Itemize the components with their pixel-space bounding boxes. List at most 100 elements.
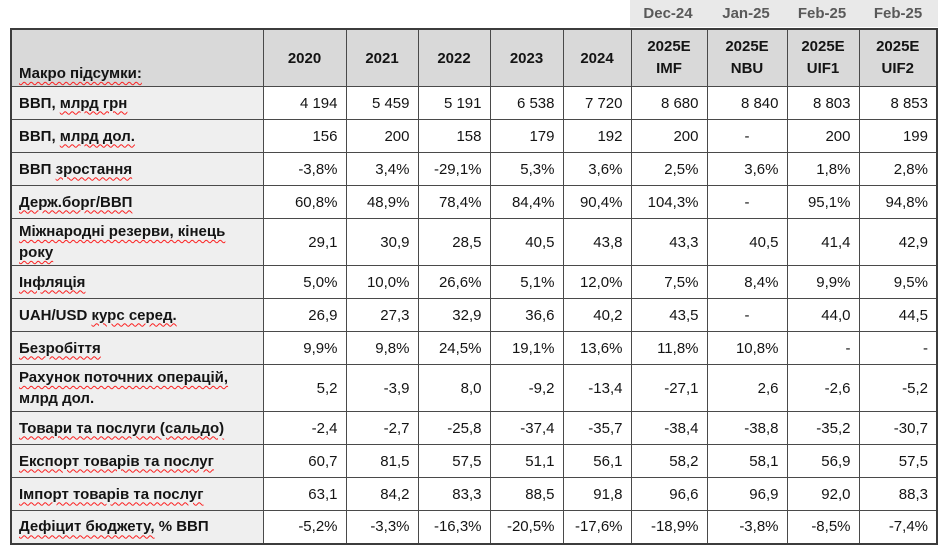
misspelled-text: зростання — [55, 160, 133, 178]
value-cell: 199 — [858, 119, 938, 153]
value-cell: 5,2 — [262, 364, 347, 412]
value-cell: 3,6% — [562, 152, 632, 186]
misspelled-text: Безробіття — [19, 339, 101, 357]
value-cell: -16,3% — [417, 510, 491, 544]
value-cell: -2,4 — [262, 411, 347, 445]
value-cell: 3,6% — [706, 152, 788, 186]
value-cell: 36,6 — [489, 298, 564, 332]
value-cell: 41,4 — [786, 218, 860, 266]
value-cell: 104,3% — [630, 185, 708, 219]
value-cell: 92,0 — [786, 477, 860, 511]
value-cell: 8 680 — [630, 86, 708, 120]
value-cell: 30,9 — [345, 218, 419, 266]
value-cell: -3,9 — [345, 364, 419, 412]
label-text: ВВП, — [19, 127, 60, 145]
forecast-source-label: NBU — [730, 60, 764, 77]
value-cell: 88,3 — [858, 477, 938, 511]
row-label: ВВП зростання — [10, 152, 264, 186]
forecast-date-label: Feb-25 — [873, 5, 923, 22]
value-cell: - — [706, 298, 788, 332]
value-cell: 8 853 — [858, 86, 938, 120]
value-cell: 94,8% — [858, 185, 938, 219]
value-cell: 58,2 — [630, 444, 708, 478]
value-cell: 200 — [630, 119, 708, 153]
table-row: Дефіцит бюджету, % ВВП -5,2% -3,3% -16,3% -2… — [10, 510, 938, 544]
forecast-date-band: Dec-24 Jan-25 Feb-25 Feb-25 — [630, 0, 938, 27]
table-header: Макро підсумки: 2020 2021 2022 2023 2024 2025E… — [10, 28, 938, 87]
value-cell: 43,3 — [630, 218, 708, 266]
value-cell: -35,2 — [786, 411, 860, 445]
value-cell: 2,6 — [706, 364, 788, 412]
value-cell: 10,0% — [345, 265, 419, 299]
value-cell: 6 538 — [489, 86, 564, 120]
value-cell: 43,8 — [562, 218, 632, 266]
value-cell: 7,5% — [630, 265, 708, 299]
value-cell: 1,8% — [786, 152, 860, 186]
value-cell: 43,5 — [630, 298, 708, 332]
value-cell: 9,8% — [345, 331, 419, 365]
value-cell: 12,0% — [562, 265, 632, 299]
value-cell: 179 — [489, 119, 564, 153]
value-cell: 5 459 — [345, 86, 419, 120]
forecast-column-header-imf: 2025E IMF — [630, 28, 708, 87]
table-row: Інфляція 5,0% 10,0% 26,6% 5,1% 12,0% 7,5% 8,4% 9… — [10, 265, 938, 299]
misspelled-text: млрд грн — [59, 94, 128, 112]
value-cell: 10,8% — [706, 331, 788, 365]
value-cell: 19,1% — [489, 331, 564, 365]
value-cell: 5,3% — [489, 152, 564, 186]
value-cell: 78,4% — [417, 185, 491, 219]
value-cell: -5,2 — [858, 364, 938, 412]
value-cell: 11,8% — [630, 331, 708, 365]
forecast-source-label: UIF2 — [881, 60, 914, 77]
label-text: млрд дол. — [19, 390, 95, 407]
table-body: ВВП, млрд грн 4 194 5 459 5 191 6 538 7 720 8 … — [10, 86, 938, 544]
value-cell: 8 803 — [786, 86, 860, 120]
value-cell: 84,4% — [489, 185, 564, 219]
value-cell: - — [706, 185, 788, 219]
value-cell: -13,4 — [562, 364, 632, 412]
forecast-date-label: Dec-24 — [643, 5, 693, 22]
value-cell: 91,8 — [562, 477, 632, 511]
value-cell: 3,4% — [345, 152, 419, 186]
value-cell: 13,6% — [562, 331, 632, 365]
value-cell: 8,0 — [417, 364, 491, 412]
misspelled-text: Імпорт товарів та послуг — [19, 485, 204, 503]
value-cell: 24,5% — [417, 331, 491, 365]
value-cell: -38,4 — [630, 411, 708, 445]
value-cell: 26,9 — [262, 298, 347, 332]
value-cell: -3,8% — [706, 510, 788, 544]
row-label: Безробіття — [10, 331, 264, 365]
misspelled-text: Інфляція — [19, 273, 86, 291]
value-cell: 8 840 — [706, 86, 788, 120]
value-cell: -2,7 — [345, 411, 419, 445]
value-cell: - — [706, 119, 788, 153]
value-cell: 27,3 — [345, 298, 419, 332]
value-cell: 5,0% — [262, 265, 347, 299]
value-cell: 60,7 — [262, 444, 347, 478]
value-cell: -9,2 — [489, 364, 564, 412]
value-cell: -3,8% — [262, 152, 347, 186]
forecast-column-header-uif1: 2025E UIF1 — [786, 28, 860, 87]
value-cell: -29,1% — [417, 152, 491, 186]
forecast-source-label: UIF1 — [806, 60, 840, 77]
value-cell: -35,7 — [562, 411, 632, 445]
corner-header-macro-summary: Макро підсумки: — [10, 28, 264, 87]
misspelled-text: Макро підсумки: — [19, 65, 142, 82]
value-cell: 57,5 — [858, 444, 938, 478]
value-cell: 156 — [262, 119, 347, 153]
value-cell: 81,5 — [345, 444, 419, 478]
value-cell: -7,4% — [858, 510, 938, 544]
table-row: Міжнародні резерви, кінець року 29,1 30,9 2… — [10, 218, 938, 266]
misspelled-text: Міжнародні резерви, кінець року — [19, 223, 226, 261]
year-column-header: 2023 — [489, 28, 564, 87]
value-cell: 96,6 — [630, 477, 708, 511]
value-cell: -2,6 — [786, 364, 860, 412]
value-cell: 29,1 — [262, 218, 347, 266]
value-cell: 158 — [417, 119, 491, 153]
value-cell: 40,2 — [562, 298, 632, 332]
value-cell: - — [858, 331, 938, 365]
value-cell: 56,9 — [786, 444, 860, 478]
table-row: Держ.борг/ВВП 60,8% 48,9% 78,4% 84,4% 90,4% 10… — [10, 185, 938, 219]
row-label: Рахунок поточних операцій, млрд дол. — [10, 364, 264, 412]
